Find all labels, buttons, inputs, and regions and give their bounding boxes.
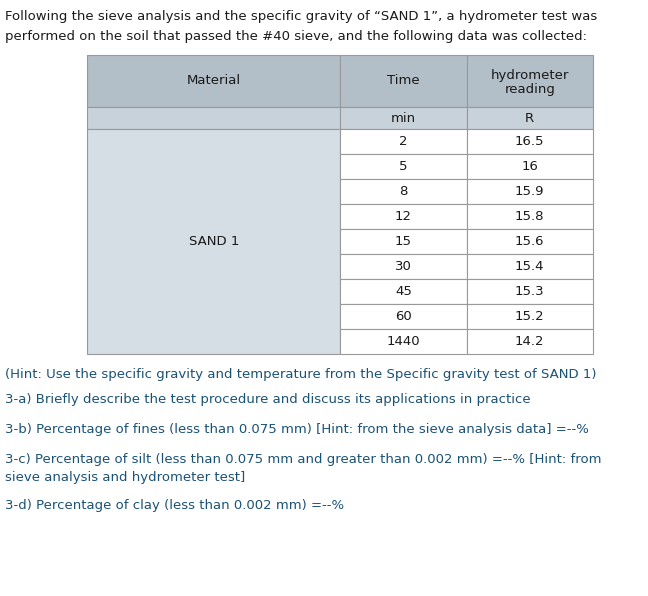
Text: 3-d) Percentage of clay (less than 0.002 mm) =--%: 3-d) Percentage of clay (less than 0.002…: [5, 499, 344, 512]
Text: hydrometer: hydrometer: [491, 69, 569, 82]
Text: Time: Time: [387, 74, 420, 88]
Text: Following the sieve analysis and the specific gravity of “SAND 1”, a hydrometer : Following the sieve analysis and the spe…: [5, 10, 597, 23]
Bar: [87, 55, 340, 107]
Text: 15.8: 15.8: [515, 210, 544, 223]
Text: 15.4: 15.4: [515, 260, 544, 273]
Bar: [87, 129, 340, 354]
Bar: [467, 279, 593, 304]
Bar: [340, 179, 467, 204]
Text: 15.2: 15.2: [515, 310, 544, 323]
Bar: [467, 254, 593, 279]
Text: R: R: [525, 111, 535, 125]
Text: 8: 8: [399, 185, 408, 198]
Bar: [467, 304, 593, 329]
Text: 2: 2: [399, 135, 408, 148]
Bar: [87, 107, 340, 129]
Bar: [340, 279, 467, 304]
Text: reading: reading: [504, 82, 555, 95]
Text: 16: 16: [521, 160, 538, 173]
Bar: [340, 254, 467, 279]
Text: 60: 60: [395, 310, 411, 323]
Bar: [340, 304, 467, 329]
Text: min: min: [391, 111, 416, 125]
Text: 1440: 1440: [387, 335, 420, 348]
Bar: [340, 55, 467, 107]
Bar: [340, 129, 467, 154]
Bar: [340, 107, 467, 129]
Text: 12: 12: [395, 210, 412, 223]
Bar: [340, 229, 467, 254]
Text: 45: 45: [395, 285, 412, 298]
Text: sieve analysis and hydrometer test]: sieve analysis and hydrometer test]: [5, 471, 245, 484]
Text: 3-a) Briefly describe the test procedure and discuss its applications in practic: 3-a) Briefly describe the test procedure…: [5, 393, 531, 406]
Bar: [467, 329, 593, 354]
Text: 3-c) Percentage of silt (less than 0.075 mm and greater than 0.002 mm) =--% [Hin: 3-c) Percentage of silt (less than 0.075…: [5, 453, 601, 466]
Bar: [467, 154, 593, 179]
Text: performed on the soil that passed the #40 sieve, and the following data was coll: performed on the soil that passed the #4…: [5, 30, 587, 43]
Text: (Hint: Use the specific gravity and temperature from the Specific gravity test o: (Hint: Use the specific gravity and temp…: [5, 368, 597, 381]
Text: 15.9: 15.9: [515, 185, 544, 198]
Text: Material: Material: [187, 74, 241, 88]
Bar: [467, 55, 593, 107]
Bar: [340, 329, 467, 354]
Bar: [467, 129, 593, 154]
Text: 3-b) Percentage of fines (less than 0.075 mm) [Hint: from the sieve analysis dat: 3-b) Percentage of fines (less than 0.07…: [5, 423, 589, 436]
Text: 14.2: 14.2: [515, 335, 544, 348]
Text: 15.3: 15.3: [515, 285, 544, 298]
Text: 30: 30: [395, 260, 412, 273]
Text: 15.6: 15.6: [515, 235, 544, 248]
Bar: [467, 229, 593, 254]
Text: 16.5: 16.5: [515, 135, 544, 148]
Text: 5: 5: [399, 160, 408, 173]
Bar: [340, 154, 467, 179]
Bar: [467, 179, 593, 204]
Bar: [340, 204, 467, 229]
Bar: [467, 107, 593, 129]
Text: 15: 15: [395, 235, 412, 248]
Text: SAND 1: SAND 1: [189, 235, 239, 248]
Bar: [467, 204, 593, 229]
